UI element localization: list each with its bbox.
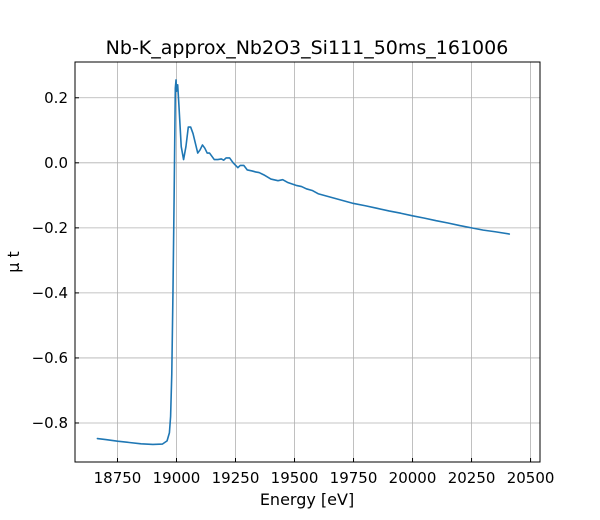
x-tick-label: 18750: [94, 469, 142, 487]
x-tick-label: 20500: [507, 469, 555, 487]
x-tick-label: 19000: [153, 469, 201, 487]
x-tick-label: 20000: [389, 469, 437, 487]
y-tick-label: −0.8: [32, 414, 68, 432]
series-layer: [96, 79, 511, 446]
x-tick-label: 19250: [212, 469, 260, 487]
plot-frame: [74, 61, 541, 463]
x-tick-label: 19500: [271, 469, 319, 487]
grid-lines: [75, 62, 540, 462]
chart-title: Nb-K_approx_Nb2O3_Si111_50ms_161006: [106, 37, 509, 59]
y-tick-label: −0.4: [32, 284, 68, 302]
x-tick-label: 19750: [330, 469, 378, 487]
x-tick-label: 20250: [448, 469, 496, 487]
x-axis: 18750 19000 19250 19500 19750 20000 20250 20500: [94, 458, 555, 487]
y-tick-label: −0.2: [32, 219, 68, 237]
y-axis: −0.8 −0.6 −0.4 −0.2 0.0 0.2: [32, 89, 79, 432]
y-tick-label: 0.2: [44, 89, 68, 107]
y-tick-label: 0.0: [44, 154, 68, 172]
y-axis-label: μ t: [4, 251, 23, 273]
series-line-0: [96, 79, 511, 446]
x-axis-label: Energy [eV]: [260, 490, 354, 509]
y-tick-label: −0.6: [32, 349, 68, 367]
